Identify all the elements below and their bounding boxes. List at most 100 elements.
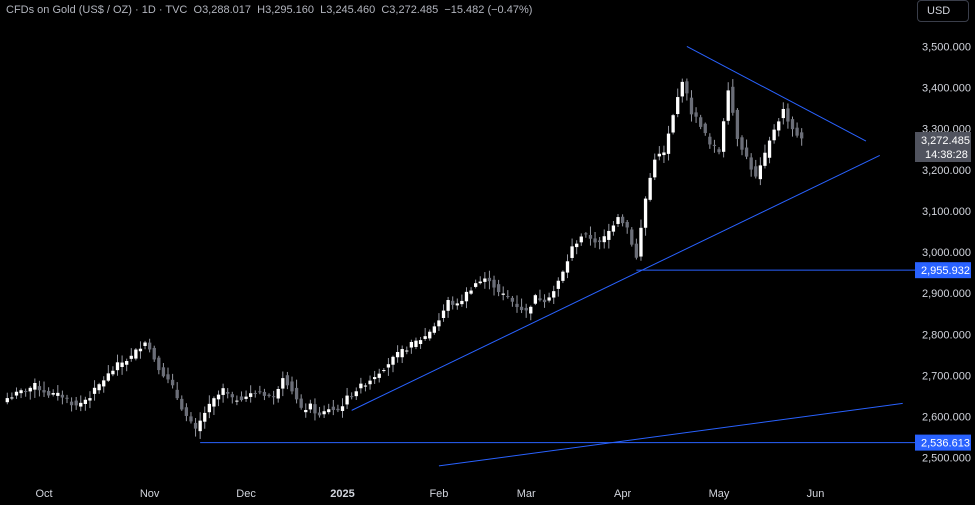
- candle: [377, 368, 381, 383]
- candle: [166, 367, 170, 384]
- candle: [524, 303, 528, 318]
- candle: [731, 79, 735, 116]
- candle: [152, 345, 156, 362]
- low-label: L: [320, 4, 327, 16]
- candle: [657, 146, 661, 161]
- candle: [446, 296, 450, 318]
- candle: [441, 304, 446, 322]
- candle: [483, 272, 487, 289]
- candle: [281, 371, 285, 397]
- candle: [547, 292, 551, 303]
- rising-support-trendline[interactable]: [351, 154, 880, 411]
- candlestick-series: [5, 78, 804, 439]
- open-value: 3,288.017: [202, 4, 251, 16]
- symbol-title[interactable]: CFDs on Gold (US$ / OZ): [6, 4, 132, 16]
- falling-resistance-trendline[interactable]: [686, 46, 867, 142]
- price-tick-label: 3,100.000: [922, 206, 971, 218]
- level-price-value: 2,536.613: [921, 438, 970, 450]
- candle: [317, 406, 322, 418]
- price-axis[interactable]: 3,500.0003,400.0003,300.0003,200.0003,10…: [922, 41, 971, 464]
- close-label: C: [381, 4, 390, 16]
- candle: [184, 403, 189, 422]
- candle: [437, 313, 441, 331]
- candle: [115, 354, 120, 376]
- candle: [161, 363, 166, 378]
- candle: [666, 125, 671, 161]
- candle: [193, 418, 198, 437]
- candle: [143, 340, 147, 350]
- candle: [763, 144, 767, 169]
- candle: [331, 399, 335, 416]
- separator: ·: [158, 4, 163, 16]
- candle: [529, 305, 533, 321]
- candle: [643, 196, 648, 236]
- price-tick-label: 3,000.000: [922, 247, 971, 259]
- trendlines: [200, 46, 915, 467]
- candle: [552, 285, 556, 305]
- candle: [671, 113, 675, 135]
- candle: [699, 114, 703, 130]
- candle: [244, 390, 248, 402]
- candle: [235, 395, 239, 406]
- candle: [694, 107, 698, 123]
- candle: [386, 358, 391, 376]
- candle: [391, 355, 395, 373]
- long-support-trendline[interactable]: [438, 402, 903, 467]
- candle: [262, 388, 267, 401]
- candle: [478, 276, 482, 285]
- candle: [616, 213, 620, 227]
- candle: [372, 370, 377, 384]
- candle: [712, 139, 717, 153]
- candle: [744, 139, 749, 160]
- candle: [464, 287, 469, 309]
- candle: [602, 229, 606, 249]
- candle: [515, 295, 519, 313]
- candle: [106, 365, 110, 382]
- candle: [308, 399, 313, 414]
- level-price-value: 2,955.932: [921, 265, 970, 277]
- candle: [432, 322, 436, 335]
- candle: [336, 404, 340, 413]
- price-tick-label: 2,600.000: [922, 412, 971, 424]
- price-tick-label: 2,700.000: [922, 370, 971, 382]
- candle: [299, 394, 303, 410]
- candle: [721, 118, 726, 158]
- candle: [147, 338, 152, 353]
- candle: [726, 82, 730, 125]
- candle: [382, 368, 386, 373]
- candle: [758, 157, 763, 186]
- candle: [14, 387, 19, 399]
- candle: [28, 386, 32, 400]
- candle: [492, 275, 496, 296]
- candle: [290, 376, 294, 395]
- candle: [221, 383, 225, 403]
- candle: [271, 390, 276, 405]
- last-price-value: 3,272.485: [921, 135, 970, 147]
- candle: [451, 296, 455, 310]
- candle: [129, 348, 133, 362]
- interval[interactable]: 1D: [141, 4, 156, 16]
- candle: [653, 153, 657, 181]
- candle: [120, 355, 124, 375]
- bar-countdown: 14:38:28: [925, 149, 968, 161]
- candle: [294, 379, 299, 404]
- high-value: 3,295.160: [265, 4, 315, 16]
- candle: [455, 298, 459, 310]
- candle: [510, 295, 515, 307]
- candle: [285, 371, 290, 390]
- candle: [611, 220, 616, 236]
- candle: [772, 124, 776, 144]
- candle: [212, 396, 216, 415]
- candle: [198, 412, 202, 439]
- candle: [735, 108, 740, 147]
- time-axis[interactable]: Oct Nov Dec 2025 Feb Mar Apr May Jun: [35, 488, 824, 500]
- candle: [180, 395, 184, 411]
- candle: [249, 385, 253, 403]
- candle: [69, 397, 74, 412]
- candle: [5, 392, 9, 405]
- candle: [83, 396, 88, 411]
- candle: [189, 412, 193, 424]
- currency-button[interactable]: USD: [917, 0, 969, 22]
- candle: [428, 329, 432, 341]
